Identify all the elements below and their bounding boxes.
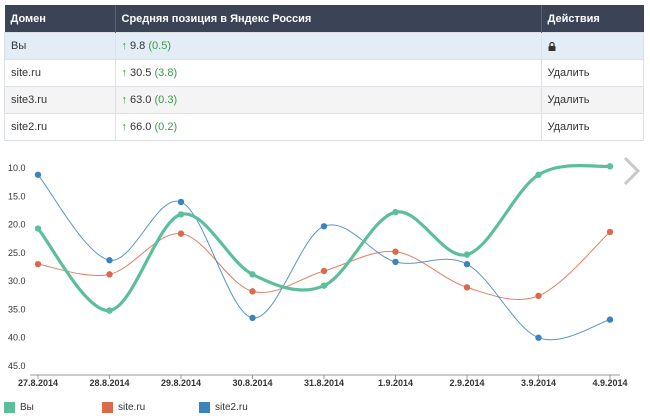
- legend-item[interactable]: site2.ru: [199, 402, 248, 413]
- data-point: [249, 271, 256, 278]
- data-point: [34, 225, 42, 232]
- data-point: [177, 211, 185, 218]
- data-point: [320, 223, 328, 230]
- legend-label: site2.ru: [215, 402, 248, 413]
- domain-cell: site2.ru: [4, 113, 116, 141]
- table-row: site.ru ↑ 30.5 (3.8) Удалить: [4, 59, 644, 87]
- x-tick-label: 27.8.2014: [18, 378, 58, 388]
- arrow-up-icon: ↑: [121, 40, 128, 52]
- y-tick-label: 15.0: [8, 191, 26, 201]
- data-point: [535, 171, 542, 178]
- position-cell: ↑ 9.8 (0.5): [114, 32, 542, 60]
- data-point: [463, 251, 471, 258]
- arrow-up-icon: ↑: [121, 94, 128, 106]
- position-change: (0.5): [148, 40, 171, 52]
- data-point: [34, 171, 42, 178]
- data-point: [392, 208, 399, 216]
- y-tick-label: 45.0: [8, 361, 26, 371]
- legend-item[interactable]: Вы: [4, 402, 34, 413]
- series-line-site2.ru: [37, 174, 611, 341]
- domains-table: Домен Средняя позиция в Яндекс Россия Де…: [4, 5, 644, 141]
- legend-label: Вы: [20, 402, 34, 413]
- table-row: Вы ↑ 9.8 (0.5): [4, 32, 644, 60]
- table-row: site3.ru ↑ 63.0 (0.3) Удалить: [4, 86, 644, 114]
- domain-cell: site.ru: [4, 59, 116, 87]
- arrow-up-icon: ↑: [121, 67, 128, 79]
- x-tick-label: 31.8.2014: [304, 378, 344, 388]
- column-header-domain: Домен: [4, 5, 116, 33]
- data-point: [606, 316, 614, 323]
- data-point: [34, 260, 42, 268]
- data-point: [249, 288, 256, 295]
- data-point: [106, 271, 113, 278]
- column-header-actions: Действия: [541, 5, 644, 33]
- data-point: [106, 307, 113, 314]
- data-point: [249, 314, 256, 322]
- y-tick-label: 10.0: [8, 163, 26, 173]
- column-header-position: Средняя позиция в Яндекс Россия: [115, 5, 542, 33]
- legend-label: site.ru: [118, 402, 146, 413]
- y-tick-label: 20.0: [8, 220, 26, 230]
- y-tick-label: 30.0: [8, 276, 26, 286]
- chevron-right-icon[interactable]: [623, 156, 641, 186]
- position-change: (3.8): [154, 67, 178, 79]
- data-point: [392, 248, 399, 255]
- x-tick-label: 30.8.2014: [232, 378, 272, 388]
- x-tick-label: 28.8.2014: [89, 378, 129, 388]
- position-cell: ↑ 63.0 (0.3): [114, 86, 542, 114]
- x-tick-label: 29.8.2014: [161, 378, 201, 388]
- delete-link[interactable]: Удалить: [540, 59, 644, 87]
- position-value: 30.5: [130, 67, 152, 79]
- x-tick-label: 2.9.2014: [449, 378, 484, 388]
- series-line-site.ru: [37, 231, 611, 300]
- delete-link[interactable]: Удалить: [540, 113, 644, 141]
- position-value: 9.8: [130, 40, 146, 52]
- data-point: [606, 228, 614, 236]
- data-point: [320, 267, 328, 275]
- domain-cell: site3.ru: [4, 86, 116, 114]
- y-tick-label: 25.0: [8, 248, 26, 258]
- x-tick-label: 4.9.2014: [592, 378, 627, 388]
- table-row: site2.ru ↑ 66.0 (0.2) Удалить: [4, 113, 644, 141]
- legend-swatch: [102, 402, 113, 413]
- positions-chart: 10.0 15.0 20.0 25.0 30.0 35.0 40.0 45.0 27.8.201…: [8, 156, 641, 388]
- x-tick-label: 3.9.2014: [521, 378, 556, 388]
- position-value: 63.0: [130, 94, 152, 106]
- data-point: [535, 334, 542, 341]
- domain-cell: Вы: [4, 32, 116, 60]
- legend-swatch: [4, 402, 15, 413]
- data-point: [177, 198, 185, 206]
- data-point: [606, 163, 614, 170]
- lock-icon: [548, 41, 555, 51]
- data-point: [463, 260, 471, 268]
- y-tick-label: 40.0: [8, 333, 26, 343]
- table-header-row: Домен Средняя позиция в Яндекс Россия Де…: [4, 5, 644, 33]
- legend-item[interactable]: site.ru: [102, 402, 145, 413]
- data-point: [320, 282, 328, 289]
- y-tick-label: 35.0: [8, 304, 26, 314]
- data-point: [392, 258, 399, 266]
- data-point: [535, 292, 542, 300]
- actions-cell: [540, 32, 644, 60]
- position-cell: ↑ 30.5 (3.8): [114, 59, 542, 87]
- position-change: (0.3): [154, 94, 178, 106]
- position-change: (0.2): [154, 121, 178, 133]
- x-tick-label: 1.9.2014: [378, 378, 413, 388]
- data-point: [177, 230, 185, 237]
- position-value: 66.0: [130, 121, 152, 133]
- data-point: [106, 257, 113, 264]
- delete-link[interactable]: Удалить: [540, 86, 644, 114]
- position-cell: ↑ 66.0 (0.2): [114, 113, 542, 141]
- legend-swatch: [199, 402, 210, 413]
- arrow-up-icon: ↑: [121, 121, 128, 133]
- data-point: [463, 284, 471, 291]
